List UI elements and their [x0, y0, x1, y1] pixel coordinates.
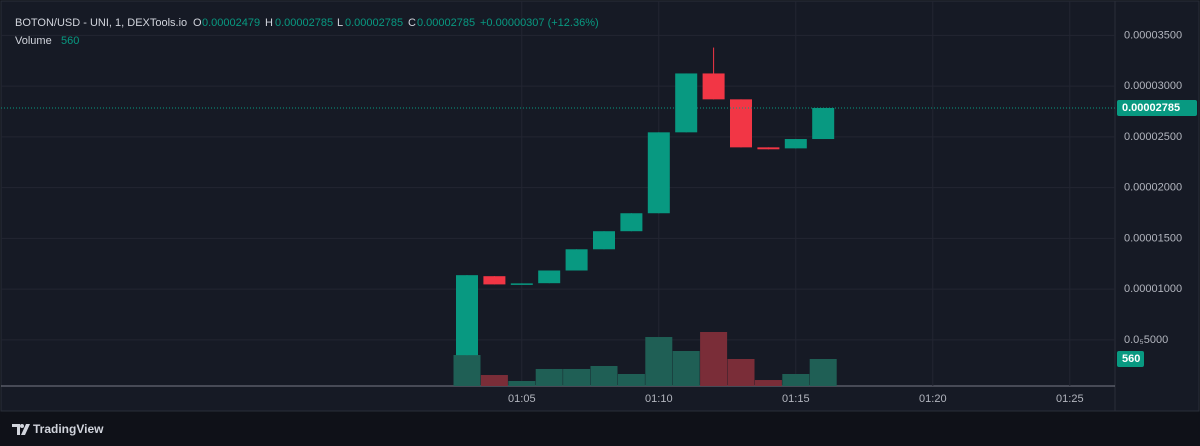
y-tick-label: 0.00001500: [1124, 232, 1182, 244]
candle-body: [730, 99, 752, 148]
watermark: TradingView: [12, 422, 104, 436]
x-tick-label: 01:25: [1056, 393, 1084, 405]
volume-bar: [508, 380, 536, 386]
y-tick-label: 0.00003500: [1124, 29, 1182, 41]
y-tick-label: 0.00003000: [1124, 80, 1182, 92]
open-value: 0.00002479: [202, 17, 260, 29]
volume-bar: [809, 359, 837, 386]
low-label: L: [337, 17, 343, 29]
volume-bar: [563, 368, 591, 386]
last-price-label: 0.00002785: [1122, 102, 1180, 114]
open-label: O: [193, 17, 202, 29]
volume-bar: [645, 337, 673, 386]
volume-bar: [590, 365, 618, 386]
symbol: BOTON/USD - UNI, 1, DEXTools.io: [15, 17, 187, 29]
logo-dot: [20, 424, 24, 428]
volume-bar: [754, 380, 782, 386]
candle-body: [456, 275, 478, 356]
volume-bar: [617, 373, 645, 386]
close-value: 0.00002785: [417, 17, 475, 29]
volume-value: 560: [61, 35, 79, 47]
change-value: +0.00000307 (+12.36%): [480, 17, 599, 29]
candle-body: [675, 73, 698, 133]
last-volume-badge: [1117, 351, 1144, 367]
legend: BOTON/USD - UNI, 1, DEXTools.io O 0.0000…: [15, 17, 599, 47]
low-value: 0.00002785: [345, 17, 403, 29]
y-tick-label: 0.0₅5000: [1124, 334, 1168, 346]
candle-body: [620, 213, 643, 232]
candles: [456, 47, 835, 356]
close-label: C: [408, 17, 416, 29]
logo-icon: [12, 424, 30, 435]
candle-body: [784, 139, 807, 149]
volume-bar: [727, 359, 755, 386]
volume-bar: [453, 354, 481, 386]
volume-bar: [700, 332, 728, 386]
last-volume-label: 560: [1122, 353, 1140, 365]
high-value: 0.00002785: [275, 17, 333, 29]
chart-pane: [0, 0, 1200, 412]
candle-body: [565, 249, 588, 271]
volume-bars: [453, 332, 837, 386]
y-tick-label: 0.00002500: [1124, 131, 1182, 143]
volume-bar: [782, 373, 810, 386]
volume-bar: [672, 350, 700, 386]
y-tick-label: 0.00001000: [1124, 283, 1182, 295]
x-tick-label: 01:20: [919, 393, 947, 405]
candle-body: [593, 231, 615, 250]
candle-body: [702, 73, 725, 100]
y-tick-label: 0.00002000: [1124, 182, 1182, 194]
x-tick-label: 01:10: [645, 393, 673, 405]
axes: 0.0₅5000 0.00001000 0.00001500 0.00002000 0.…: [1, 29, 1197, 405]
candle-body: [757, 147, 780, 150]
watermark-text: TradingView: [33, 422, 104, 436]
candle-body: [812, 107, 835, 140]
candle-body: [538, 270, 561, 284]
candle-body: [647, 132, 670, 214]
volume-label: Volume: [15, 35, 52, 47]
high-label: H: [265, 17, 273, 29]
x-tick-label: 01:15: [782, 393, 810, 405]
candle-body: [510, 283, 533, 285]
last-price-badge: [1117, 99, 1197, 116]
x-tick-label: 01:05: [508, 393, 536, 405]
candle-body: [483, 276, 506, 285]
volume-bar: [480, 375, 508, 386]
volume-bar: [535, 368, 563, 386]
